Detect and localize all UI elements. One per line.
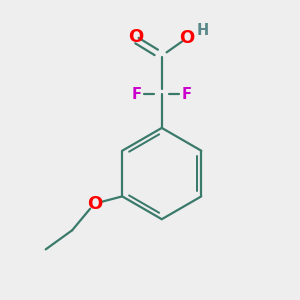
Text: O: O xyxy=(179,29,194,47)
Text: O: O xyxy=(128,28,143,46)
Text: F: F xyxy=(132,87,142,102)
Text: F: F xyxy=(182,87,192,102)
Text: O: O xyxy=(87,195,102,213)
Text: H: H xyxy=(197,23,209,38)
